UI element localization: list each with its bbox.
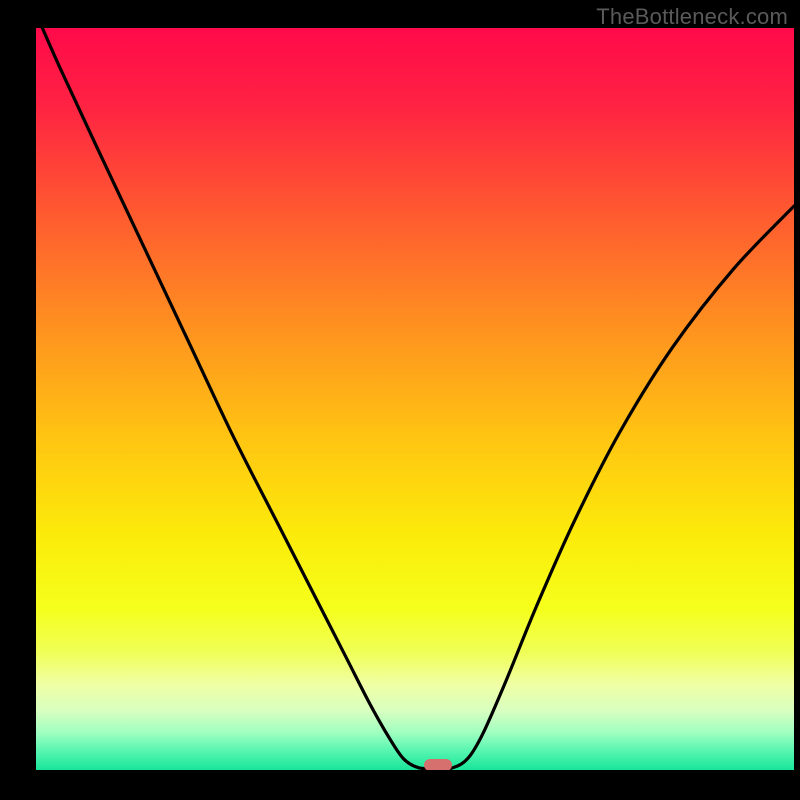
plot-area — [36, 28, 794, 770]
bottleneck-curve — [36, 28, 794, 770]
curve-path — [36, 28, 794, 769]
watermark-text: TheBottleneck.com — [596, 4, 788, 30]
optimum-marker — [424, 759, 452, 770]
